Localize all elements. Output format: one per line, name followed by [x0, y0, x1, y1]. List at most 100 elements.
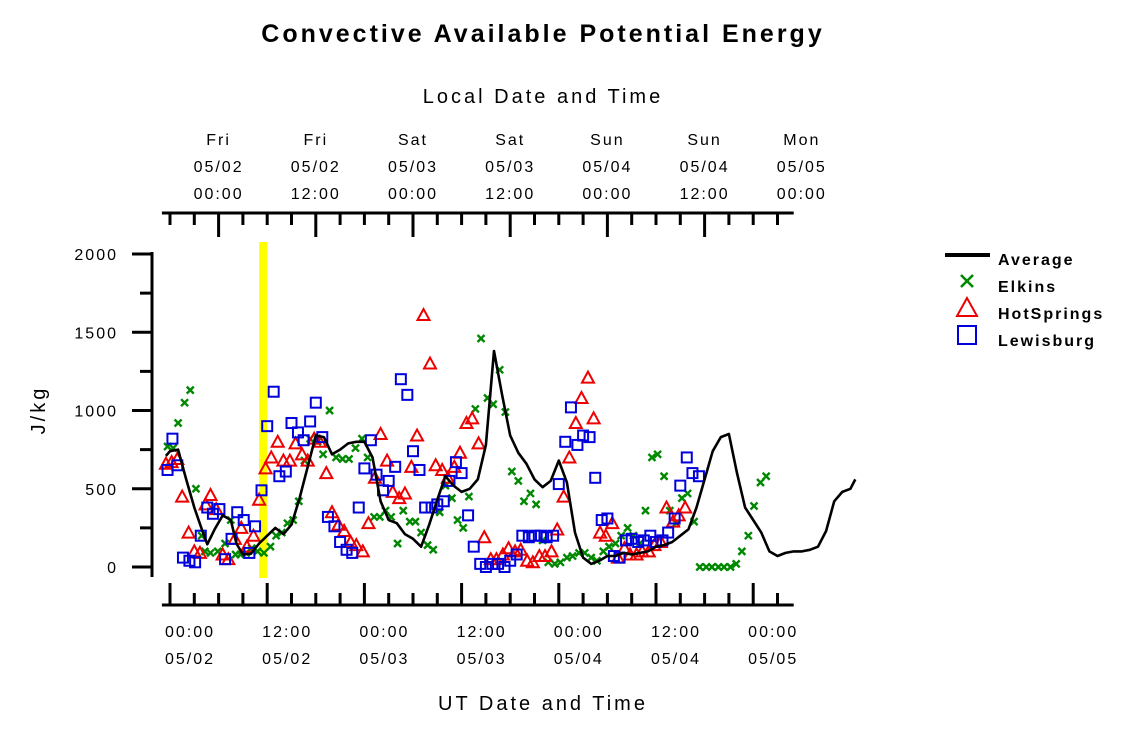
lewisburg-point	[346, 546, 359, 559]
lewisburg-point	[328, 520, 341, 533]
lewisburg-point	[321, 510, 334, 523]
hotsprings-point	[202, 486, 219, 502]
hotsprings-point	[658, 499, 675, 514]
hotsprings-point	[174, 488, 190, 503]
top-tick-label: Fri	[206, 132, 231, 149]
lewisburg-point	[583, 431, 596, 444]
lewisburg-point	[243, 546, 256, 559]
elkins-point	[411, 517, 420, 526]
lewisburg-point	[394, 373, 407, 386]
bottom-tick-label: 00:00	[359, 624, 409, 641]
elkins-point	[453, 515, 462, 525]
lewisburg-point	[219, 553, 232, 566]
lewisburg-point	[389, 460, 402, 473]
hotsprings-point	[360, 515, 377, 530]
bottom-tick-label: 05/05	[748, 651, 798, 668]
elkins-point	[351, 443, 360, 453]
lewisburg-point	[437, 495, 450, 508]
hotsprings-point	[257, 460, 274, 475]
hotsprings-point	[427, 457, 444, 472]
elkins-point	[556, 557, 565, 567]
elkins-point	[331, 453, 341, 462]
hotsprings-point	[158, 455, 174, 470]
elkins-point	[707, 562, 717, 572]
lewisburg-point	[504, 554, 517, 567]
top-tick-label: 05/04	[582, 159, 632, 176]
lewisburg-point	[589, 471, 602, 484]
bottom-tick-label: 12:00	[262, 624, 312, 641]
lewisburg-point	[552, 478, 565, 491]
top-tick-label: 12:00	[485, 186, 535, 203]
lewisburg-point	[462, 509, 475, 522]
lewisburg-point	[304, 415, 317, 428]
elkins-point	[180, 398, 189, 408]
lewisburg-point	[564, 401, 577, 414]
hotsprings-point	[434, 461, 450, 476]
hotsprings-point	[561, 449, 578, 464]
elkins-point	[344, 454, 354, 464]
hotsprings-point	[555, 488, 572, 503]
hotsprings-point	[372, 425, 389, 440]
elkins-point	[375, 512, 385, 522]
lewisburg-point	[492, 557, 505, 570]
lewisburg-point	[166, 432, 179, 445]
top-tick-label: 05/03	[388, 159, 438, 176]
lewisburg-point	[176, 551, 189, 564]
lewisburg-point	[467, 540, 480, 553]
hotsprings-point	[592, 524, 608, 539]
elkins-point	[393, 539, 402, 548]
hotsprings-point	[287, 435, 304, 450]
hotsprings-point	[379, 452, 395, 467]
bottom-axis-title: UT Date and Time	[438, 693, 648, 715]
elkins-point	[428, 545, 438, 555]
elkins-point	[471, 404, 480, 414]
lewisburg-point	[547, 529, 560, 542]
lewisburg-point	[401, 388, 414, 401]
elkins-point	[653, 449, 662, 459]
lewisburg-point	[625, 532, 638, 545]
legend-label: HotSprings	[998, 306, 1104, 323]
lewisburg-point	[334, 535, 347, 548]
top-tick-label: 12:00	[680, 186, 730, 203]
legend-label: Lewisburg	[998, 333, 1096, 350]
bottom-tick-label: 12:00	[457, 624, 507, 641]
hotsprings-point	[180, 524, 197, 539]
top-tick-label: 00:00	[388, 186, 438, 203]
bottom-tick-label: 00:00	[554, 624, 604, 641]
highlight-bar	[259, 242, 268, 578]
hotsprings-point	[476, 529, 492, 544]
lewisburg-series	[161, 373, 705, 573]
hotsprings-point	[415, 306, 432, 322]
elkins-point	[726, 562, 735, 572]
elkins-point	[695, 562, 705, 572]
legend-lewisburg-swatch	[957, 325, 977, 345]
elkins-point	[647, 453, 657, 462]
legend-hotsprings-swatch	[955, 295, 979, 317]
hotsprings-point	[233, 519, 249, 534]
hotsprings-point	[585, 410, 602, 425]
elkins-point	[185, 385, 195, 395]
lewisburg-point	[479, 561, 492, 573]
hotsprings-point	[580, 369, 596, 384]
y-tick-label: 2000	[74, 247, 118, 264]
bottom-tick-label: 05/03	[457, 651, 507, 668]
lewisburg-point	[297, 434, 310, 447]
elkins-point	[761, 471, 771, 481]
elkins-point	[586, 553, 596, 562]
lewisburg-point	[382, 474, 395, 487]
lewisburg-point	[510, 548, 523, 561]
elkins-point	[416, 528, 426, 537]
bottom-tick-label: 05/04	[554, 651, 604, 668]
elkins-point	[756, 478, 765, 487]
y-axis-title: J/kg	[28, 386, 50, 435]
elkins-point	[659, 471, 669, 481]
elkins-point	[641, 506, 650, 516]
elkins-point	[743, 531, 753, 541]
elkins-point	[458, 523, 468, 533]
lewisburg-point	[686, 467, 699, 480]
top-tick-label: 05/02	[194, 159, 244, 176]
hotsprings-point	[397, 485, 413, 500]
bottom-tick-label: 00:00	[748, 624, 798, 641]
lewisburg-point	[213, 503, 226, 516]
elkins-point	[398, 506, 408, 516]
